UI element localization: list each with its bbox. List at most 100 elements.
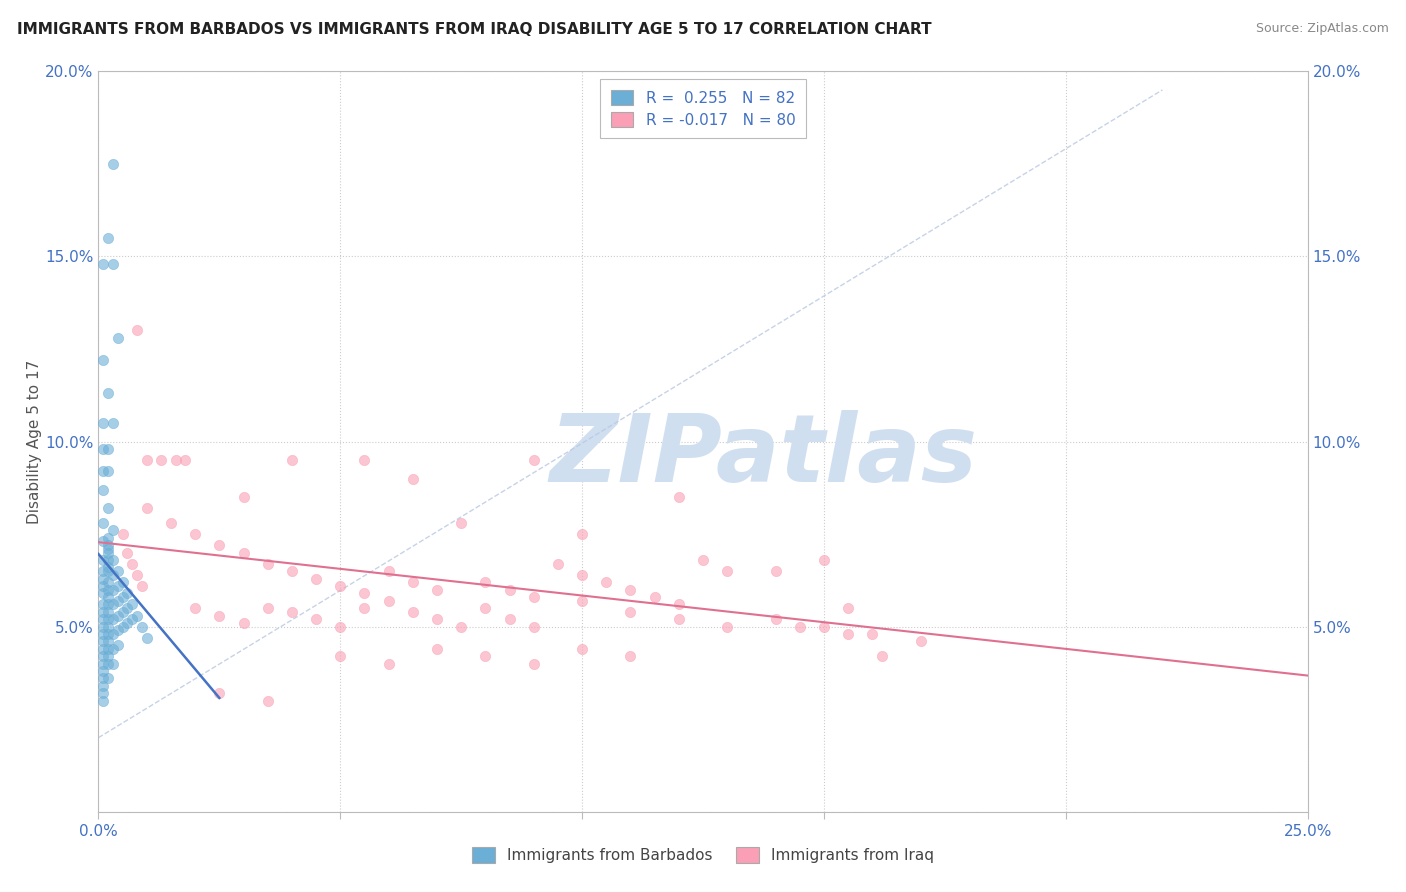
Point: [426, 612, 449, 626]
Point: [97, 442, 120, 456]
Point: [121, 557, 143, 571]
Point: [107, 608, 129, 623]
Point: [668, 598, 690, 612]
Point: [101, 657, 124, 671]
Point: [117, 601, 139, 615]
Point: [91, 416, 114, 430]
Point: [232, 615, 254, 630]
Point: [184, 527, 207, 541]
Point: [97, 575, 120, 590]
Point: [101, 524, 124, 538]
Point: [91, 464, 114, 478]
Point: [281, 453, 304, 467]
Point: [813, 553, 835, 567]
Point: [97, 612, 120, 626]
Point: [765, 612, 787, 626]
Point: [692, 553, 714, 567]
Point: [101, 627, 124, 641]
Point: [426, 641, 449, 656]
Point: [305, 612, 328, 626]
Point: [547, 557, 569, 571]
Point: [789, 619, 811, 633]
Point: [450, 619, 472, 633]
Point: [571, 527, 593, 541]
Point: [107, 638, 129, 652]
Point: [127, 324, 149, 338]
Point: [619, 605, 641, 619]
Point: [523, 619, 546, 633]
Point: [91, 686, 114, 700]
Point: [91, 598, 114, 612]
Point: [571, 567, 593, 582]
Point: [174, 453, 197, 467]
Point: [305, 572, 328, 586]
Point: [91, 483, 114, 497]
Point: [91, 649, 114, 664]
Point: [329, 579, 352, 593]
Point: [91, 442, 114, 456]
Point: [97, 464, 120, 478]
Point: [111, 619, 134, 633]
Point: [121, 598, 143, 612]
Point: [101, 567, 124, 582]
Point: [668, 490, 690, 504]
Point: [184, 601, 207, 615]
Point: [281, 564, 304, 578]
Point: [474, 601, 496, 615]
Point: [135, 453, 157, 467]
Point: [523, 657, 546, 671]
Point: [97, 672, 120, 686]
Point: [910, 634, 932, 648]
Point: [498, 582, 520, 597]
Point: [813, 619, 835, 633]
Point: [91, 553, 114, 567]
Point: [402, 605, 425, 619]
Point: [91, 694, 114, 708]
Point: [97, 657, 120, 671]
Point: [97, 386, 120, 401]
Point: [97, 582, 120, 597]
Point: [91, 516, 114, 530]
Point: [117, 545, 139, 560]
Point: [91, 534, 114, 549]
Legend: Immigrants from Barbados, Immigrants from Iraq: Immigrants from Barbados, Immigrants fro…: [464, 839, 942, 871]
Point: [91, 353, 114, 368]
Point: [91, 564, 114, 578]
Point: [101, 582, 124, 597]
Point: [870, 649, 893, 664]
Point: [256, 601, 278, 615]
Point: [127, 608, 149, 623]
Point: [111, 527, 134, 541]
Point: [426, 582, 449, 597]
Point: [97, 553, 120, 567]
Point: [498, 612, 520, 626]
Point: [91, 627, 114, 641]
Point: [91, 579, 114, 593]
Point: [117, 586, 139, 600]
Point: [595, 575, 617, 590]
Point: [353, 601, 375, 615]
Point: [208, 608, 231, 623]
Point: [91, 572, 114, 586]
Point: [97, 619, 120, 633]
Point: [837, 601, 859, 615]
Point: [101, 598, 124, 612]
Text: IMMIGRANTS FROM BARBADOS VS IMMIGRANTS FROM IRAQ DISABILITY AGE 5 TO 17 CORRELAT: IMMIGRANTS FROM BARBADOS VS IMMIGRANTS F…: [17, 22, 932, 37]
Point: [256, 557, 278, 571]
Point: [377, 564, 399, 578]
Point: [97, 531, 120, 545]
Text: ZIPatlas: ZIPatlas: [550, 410, 977, 502]
Point: [97, 545, 120, 560]
Point: [107, 564, 129, 578]
Point: [571, 641, 593, 656]
Point: [131, 579, 153, 593]
Point: [619, 649, 641, 664]
Point: [91, 679, 114, 693]
Point: [97, 501, 120, 516]
Point: [107, 331, 129, 345]
Point: [165, 453, 187, 467]
Point: [329, 619, 352, 633]
Point: [135, 501, 157, 516]
Point: [101, 416, 124, 430]
Point: [131, 619, 153, 633]
